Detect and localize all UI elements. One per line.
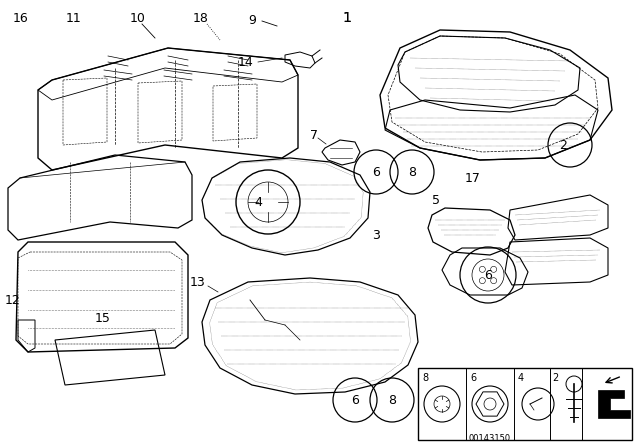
Text: 17: 17 [465,172,481,185]
Text: 9: 9 [248,13,256,26]
Text: 4: 4 [518,373,524,383]
Text: 15: 15 [95,311,111,324]
Text: 18: 18 [193,12,209,25]
Bar [418,368,632,440]
Text: 1: 1 [342,11,351,25]
Text: 2: 2 [552,373,558,383]
Text: 12: 12 [5,293,20,306]
Text: 00143150: 00143150 [469,434,511,443]
Text: 2: 2 [559,138,567,151]
Polygon shape [598,390,630,418]
Text: 14: 14 [238,56,253,69]
Text: 10: 10 [130,12,146,25]
Text: 3: 3 [372,228,380,241]
Text: 8: 8 [422,373,428,383]
Text: 4: 4 [254,195,262,208]
Text: 6: 6 [484,268,492,281]
Text: 5: 5 [432,194,440,207]
Text: 8: 8 [408,165,416,178]
Text: 6: 6 [372,165,380,178]
Text: 1: 1 [342,11,351,25]
Text: 11: 11 [66,12,82,25]
Text: 8: 8 [388,393,396,406]
Text: 16: 16 [13,12,29,25]
Text: 7: 7 [310,129,318,142]
Text: 6: 6 [470,373,476,383]
Text: 6: 6 [351,393,359,406]
Text: 13: 13 [190,276,205,289]
